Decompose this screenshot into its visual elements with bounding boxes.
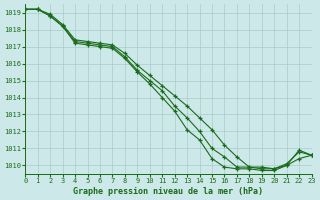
- X-axis label: Graphe pression niveau de la mer (hPa): Graphe pression niveau de la mer (hPa): [74, 187, 263, 196]
